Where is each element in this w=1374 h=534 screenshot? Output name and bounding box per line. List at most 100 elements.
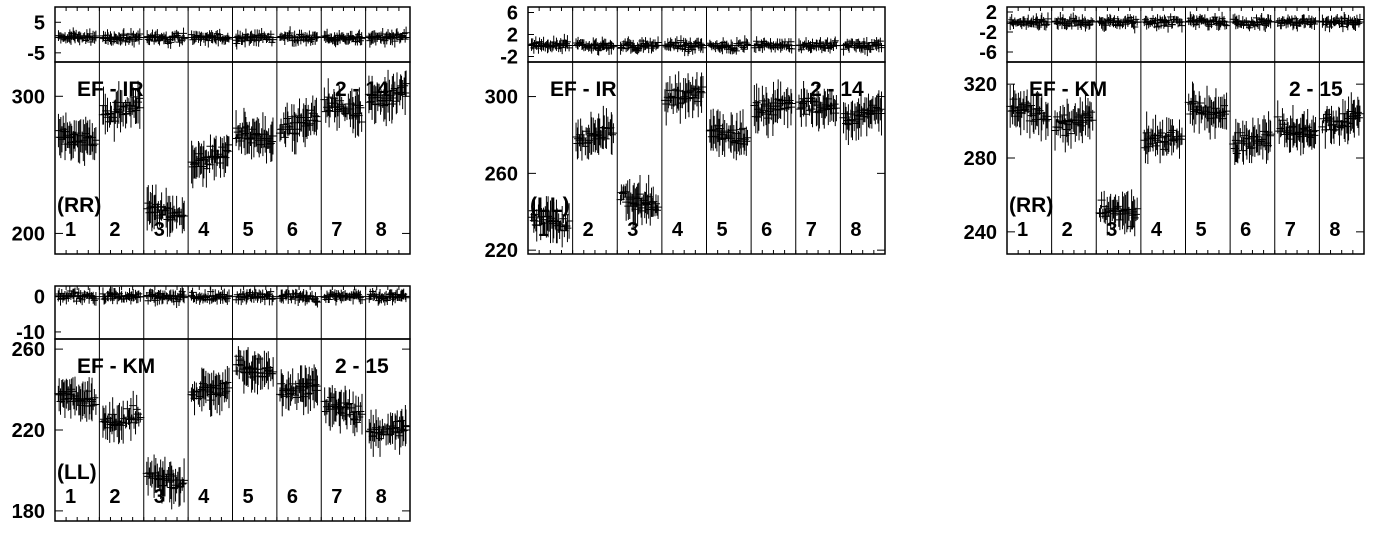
amplitude-points-scan-4 [187,366,233,417]
main-tick-label: 260 [12,339,45,361]
residual-points-scan-3 [143,27,188,49]
scan-label: 5 [243,486,254,508]
amplitude-points-scan-8 [839,90,886,146]
residual-tick-label: -10 [16,322,45,344]
scan-label: 6 [1240,219,1251,241]
if-range-label: 2 - 14 [335,78,389,101]
residual-points-scan-5 [232,27,277,50]
polarization-label: (LL) [530,194,570,217]
polarization-label: (LL) [57,461,97,484]
scan-label: 2 [109,486,120,508]
residual-points-scan-5 [706,35,751,55]
main-tick-label: 260 [485,163,518,185]
scan-label: 5 [717,219,728,241]
amplitude-points-scan-8 [364,69,411,127]
scan-label: 4 [198,219,210,241]
main-tick-label: 220 [485,240,518,262]
scan-label: 3 [154,486,165,508]
main-tick-label: 300 [485,87,518,109]
residual-tick-label: 0 [34,287,45,309]
scan-label: 8 [376,219,387,241]
residual-points-scan-7 [321,288,366,306]
polarization-label: (RR) [1009,194,1053,217]
main-tick-label: 220 [12,420,45,442]
scan-label: 2 [109,219,120,241]
polarization-label: (RR) [57,194,101,217]
residual-points-scan-3 [143,286,188,309]
scan-label: 1 [65,486,76,508]
scan-label: 3 [627,219,638,241]
scan-label: 1 [65,219,76,241]
residual-points-scan-4 [661,35,707,57]
amplitude-points-scan-6 [275,364,322,417]
amplitude-points-scan-1 [527,196,574,248]
scan-label: 5 [1196,219,1207,241]
residual-tick-label: -5 [27,43,45,65]
main-tick-label: 240 [964,222,997,244]
amplitude-points-scan-8 [365,405,410,457]
amplitude-points-scan-2 [572,105,618,161]
amplitude-points-scan-3 [616,174,663,231]
residual-points-scan-6 [276,288,321,308]
main-tick-label: 280 [964,148,997,170]
main-tick-label: 320 [964,74,997,96]
residual-points-scan-8 [365,288,410,306]
residual-tick-label: 6 [507,3,518,25]
amplitude-points-scan-1 [1006,84,1052,142]
amplitude-points-scan-2 [98,390,145,445]
scan-label: 6 [287,219,298,241]
residual-points-scan-4 [188,28,233,48]
amplitude-points-scan-3 [143,184,189,237]
scan-label: 2 [583,219,594,241]
scan-label: 5 [243,219,254,241]
scan-label: 6 [761,219,772,241]
residual-points-scan-8 [1318,12,1364,33]
amplitude-points-scan-3 [1095,189,1142,237]
amplitude-points-scan-2 [1051,92,1097,153]
baseline-label: EF - KM [77,355,155,378]
residual-points-scan-4 [187,287,233,305]
main-tick-label: 300 [12,86,45,108]
residual-tick-label: -6 [979,42,997,64]
residual-points-scan-2 [572,36,617,56]
amplitude-points-scan-8 [1318,92,1364,149]
residual-points-scan-7 [1274,14,1320,32]
residual-points-scan-2 [99,27,144,48]
residual-tick-label: -2 [979,22,997,44]
residual-points-scan-7 [795,36,840,54]
scan-label: 8 [1329,219,1340,241]
amplitude-points-scan-7 [1273,100,1320,156]
residual-tick-label: 5 [34,12,45,34]
main-tick-label: 200 [12,223,45,245]
scan-label: 8 [850,219,861,241]
scan-label: 7 [331,486,342,508]
if-range-label: 2 - 15 [1289,78,1343,101]
panel-1: 5 -5 300 200 1 2 3 4 5 6 7 8 EF - IR 2 - 14 (RR) [12,6,411,255]
amplitude-points-scan-7 [320,385,367,437]
scan-label: 6 [287,486,298,508]
amplitude-points-scan-1 [54,112,100,166]
scan-label: 1 [1017,219,1028,241]
amplitude-points-scan-6 [1229,111,1275,166]
residual-points-scan-5 [1185,11,1231,31]
baseline-label: EF - KM [1029,78,1107,101]
main-tick-label: 180 [12,501,45,523]
residual-points-scan-6 [276,26,321,47]
amplitude-points-scan-4 [1140,111,1186,165]
residual-points-scan-6 [750,36,796,54]
amplitude-points-scan-7 [794,81,841,132]
amplitude-points-scan-4 [660,71,707,126]
residual-points-scan-7 [320,28,366,48]
scan-label: 8 [376,486,387,508]
amplitude-points-scan-5 [705,108,752,161]
scan-label: 4 [1151,219,1163,241]
baseline-label: EF - IR [77,78,144,101]
scan-label: 3 [1106,219,1117,241]
if-range-label: 2 - 14 [810,78,864,101]
amplitude-points-scan-6 [750,79,796,139]
amplitude-points-scan-5 [1184,81,1231,140]
residual-points-scan-1 [54,286,100,306]
